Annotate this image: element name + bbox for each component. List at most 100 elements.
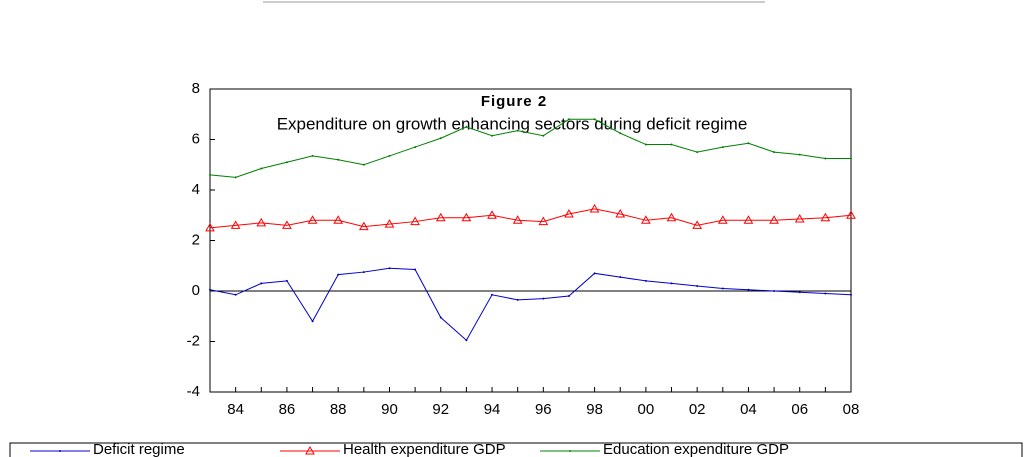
data-point: [850, 293, 852, 296]
data-point: [769, 215, 779, 224]
data-point: [717, 215, 728, 224]
data-point: [619, 276, 622, 279]
data-point: [439, 137, 442, 140]
data-point: [260, 167, 263, 170]
data-point: [798, 153, 801, 156]
data-point: [696, 284, 699, 287]
x-tick-label: 88: [330, 401, 347, 418]
y-tick-label: 6: [192, 130, 200, 147]
x-tick-label: 04: [740, 401, 757, 418]
series-line: [209, 118, 851, 178]
chart-title: Figure 2: [481, 93, 547, 110]
y-tick-label: 8: [192, 80, 200, 97]
data-point: [230, 220, 241, 229]
data-point: [747, 142, 750, 145]
x-tick-label: 86: [279, 401, 296, 418]
legend-label: Health expenditure GDP: [343, 441, 506, 457]
x-tick-label: 06: [791, 401, 808, 418]
data-point: [362, 163, 365, 166]
data-point: [337, 158, 340, 161]
data-point: [487, 210, 497, 219]
x-tick-label: 00: [638, 401, 655, 418]
data-point: [465, 339, 468, 342]
x-tick-label: 90: [381, 401, 398, 418]
data-point: [641, 215, 651, 224]
data-point: [743, 215, 754, 224]
data-point: [234, 176, 237, 179]
data-point: [670, 282, 673, 285]
y-tick-label: -2: [187, 332, 200, 349]
data-point: [619, 132, 622, 135]
data-point: [850, 157, 852, 160]
legend-box: [9, 442, 1023, 457]
data-point: [593, 118, 596, 121]
data-point: [824, 157, 827, 160]
data-point: [747, 288, 750, 291]
data-point: [721, 146, 724, 149]
data-point: [567, 295, 570, 298]
legend-marker: [305, 445, 315, 455]
series-line: [209, 208, 852, 229]
data-point: [439, 316, 442, 319]
data-point: [542, 134, 545, 137]
data-point: [384, 219, 395, 228]
data-point: [798, 291, 801, 294]
data-point: [538, 216, 549, 226]
plot-frame: [209, 88, 852, 393]
data-point: [285, 161, 288, 164]
x-tick-label: 96: [535, 401, 552, 418]
data-point: [461, 212, 472, 222]
data-point: [516, 129, 519, 132]
legend-marker: [59, 450, 61, 452]
data-point: [824, 292, 827, 295]
x-tick-label: 98: [586, 401, 603, 418]
data-point: [820, 212, 831, 222]
data-point: [692, 220, 703, 229]
data-point: [333, 215, 344, 224]
data-point: [414, 268, 417, 271]
data-point: [794, 214, 805, 223]
data-point: [465, 125, 468, 128]
data-point: [589, 203, 600, 213]
data-point: [388, 267, 391, 270]
x-tick-label: 08: [843, 401, 860, 418]
data-point: [644, 143, 647, 146]
data-point: [209, 288, 211, 291]
data-point: [567, 118, 570, 121]
data-point: [307, 215, 318, 224]
data-point: [311, 320, 314, 323]
y-tick-label: 0: [192, 282, 200, 299]
data-point: [516, 298, 519, 301]
data-point: [512, 215, 523, 224]
data-point: [256, 217, 267, 227]
data-point: [282, 220, 292, 229]
data-point: [260, 282, 263, 285]
data-point: [311, 154, 314, 157]
x-tick-label: 94: [484, 401, 501, 418]
data-point: [542, 297, 545, 300]
data-point: [773, 290, 776, 292]
data-point: [491, 293, 494, 296]
data-point: [414, 146, 417, 149]
data-point: [644, 279, 647, 282]
data-point: [337, 273, 340, 276]
data-point: [696, 151, 699, 154]
data-point: [358, 221, 369, 231]
y-tick-label: -4: [187, 383, 200, 400]
data-point: [234, 293, 237, 296]
data-point: [205, 222, 215, 232]
data-point: [362, 271, 365, 274]
data-point: [670, 143, 673, 146]
x-tick-label: 02: [689, 401, 706, 418]
data-point: [773, 151, 776, 154]
data-point: [285, 279, 288, 282]
x-tick-label: 84: [227, 401, 244, 418]
data-point: [410, 216, 420, 226]
data-point: [491, 134, 494, 137]
series-line: [209, 267, 852, 342]
data-point: [209, 173, 211, 176]
chart-subtitle: Expenditure on growth enhancing sectors …: [277, 114, 748, 133]
data-point: [435, 212, 446, 222]
legend-marker: [569, 450, 571, 452]
